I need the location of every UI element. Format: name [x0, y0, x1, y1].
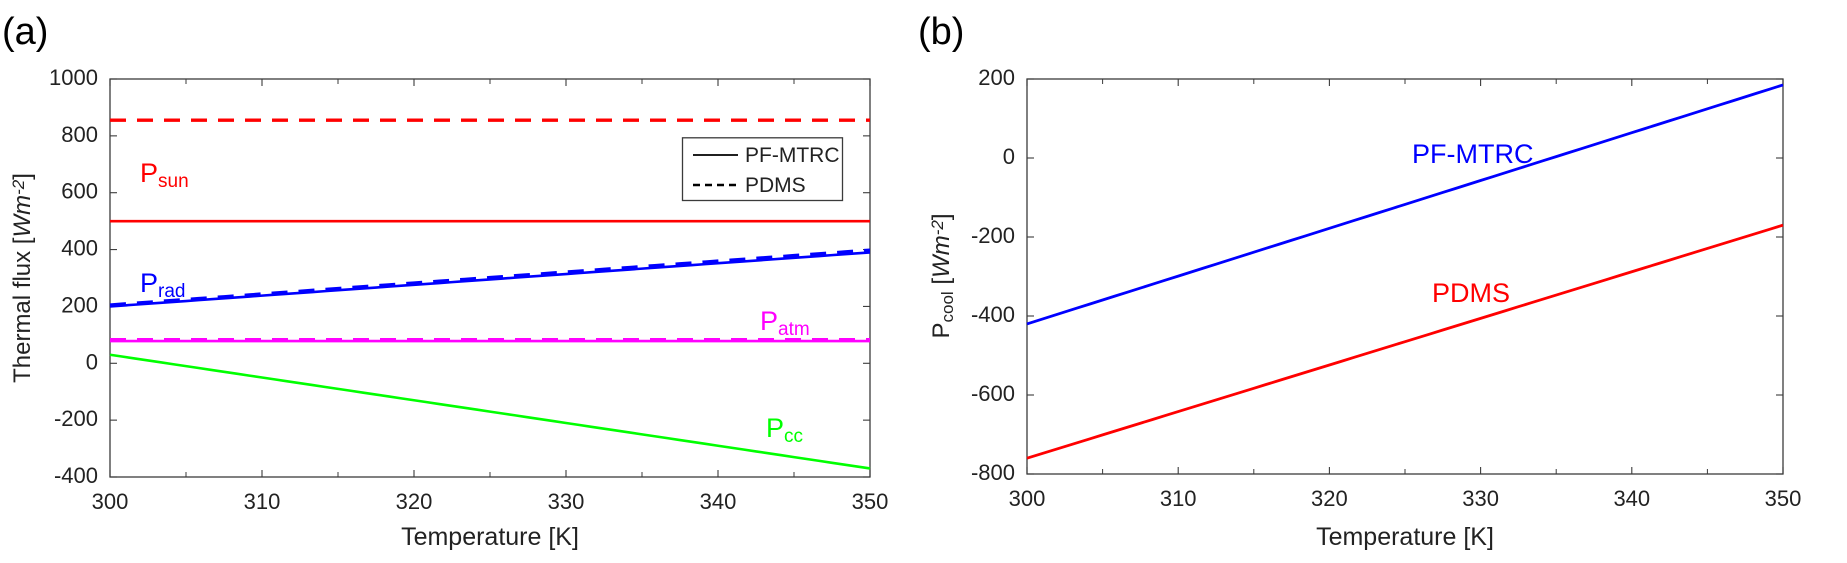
svg-text:1000: 1000	[49, 65, 98, 90]
svg-text:-800: -800	[971, 460, 1015, 485]
svg-text:350: 350	[852, 489, 889, 514]
svg-text:350: 350	[1765, 486, 1802, 511]
svg-text:PF-MTRC: PF-MTRC	[1412, 139, 1533, 169]
svg-text:310: 310	[1160, 486, 1197, 511]
svg-text:310: 310	[244, 489, 281, 514]
svg-text:0: 0	[86, 349, 98, 374]
svg-text:200: 200	[978, 65, 1015, 90]
svg-text:-400: -400	[54, 463, 98, 488]
svg-text:Thermal flux [Wm-2]: Thermal flux [Wm-2]	[9, 173, 36, 383]
svg-text:-200: -200	[54, 406, 98, 431]
svg-text:(a): (a)	[2, 11, 48, 53]
svg-text:340: 340	[700, 489, 737, 514]
svg-text:-200: -200	[971, 223, 1015, 248]
svg-text:300: 300	[1009, 486, 1046, 511]
svg-text:300: 300	[92, 489, 129, 514]
svg-text:PF-MTRC: PF-MTRC	[745, 144, 839, 167]
svg-text:800: 800	[61, 122, 98, 147]
svg-text:PDMS: PDMS	[745, 174, 806, 197]
svg-text:Temperature [K]: Temperature [K]	[1316, 523, 1494, 551]
svg-text:Temperature [K]: Temperature [K]	[401, 523, 579, 551]
svg-text:PDMS: PDMS	[1432, 278, 1510, 308]
svg-text:400: 400	[61, 236, 98, 261]
svg-text:-400: -400	[971, 302, 1015, 327]
svg-text:330: 330	[1462, 486, 1499, 511]
svg-text:-600: -600	[971, 381, 1015, 406]
svg-text:330: 330	[548, 489, 585, 514]
svg-text:600: 600	[61, 179, 98, 204]
svg-text:340: 340	[1613, 486, 1650, 511]
svg-text:(b): (b)	[918, 11, 964, 53]
svg-text:320: 320	[1311, 486, 1348, 511]
svg-text:320: 320	[396, 489, 433, 514]
svg-text:0: 0	[1003, 144, 1015, 169]
svg-text:200: 200	[61, 292, 98, 317]
